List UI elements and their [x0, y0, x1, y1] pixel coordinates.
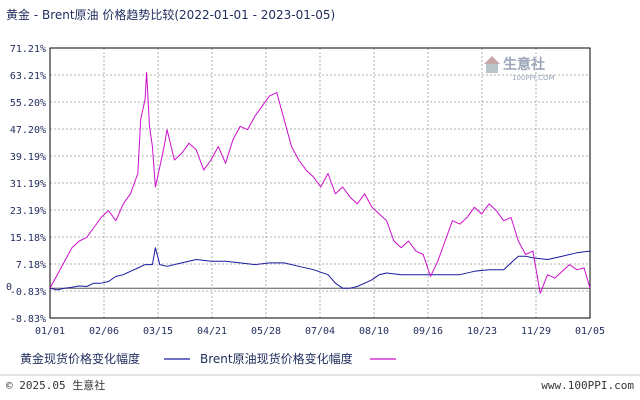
chart-title: 黄金 - Brent原油 价格趋势比较(2022-01-01 - 2023-01… [6, 8, 336, 22]
y-tick-label: 55.20% [10, 98, 46, 109]
y-tick-label: 7.18% [16, 260, 46, 271]
watermark-url: 100PPI.COM [512, 74, 555, 82]
x-tick-label: 01/01 [35, 326, 65, 337]
grid [50, 48, 590, 318]
y-tick-label: 39.19% [10, 152, 46, 163]
y-tick-label: -0.83% [10, 287, 46, 298]
legend: 黄金现货价格变化幅度 Brent原油现货价格变化幅度 [20, 351, 396, 366]
series-line-brent [49, 71, 591, 294]
y-tick-label: 31.19% [10, 179, 46, 190]
watermark-house-body [486, 64, 498, 73]
series-line-gold [49, 247, 591, 291]
y-tick-label: 63.21% [10, 71, 46, 82]
x-tick-label: 10/23 [467, 326, 497, 337]
x-tick-label: 08/10 [359, 326, 389, 337]
watermark-name: 生意社 [503, 56, 545, 73]
x-tick-label: 11/29 [521, 326, 551, 337]
y-tick-label: 15.18% [10, 233, 46, 244]
x-axis: 01/01 02/06 03/15 04/21 05/28 07/04 08/10 09/16… [35, 326, 605, 337]
x-tick-label: 07/04 [305, 326, 335, 337]
footer-copyright: © 2025.05 生意社 [6, 378, 105, 392]
y-tick-label: 47.20% [10, 125, 46, 136]
footer-url: www.100PPI.com [541, 379, 634, 392]
series-lines [49, 71, 591, 294]
legend-label-brent: Brent原油现货价格变化幅度 [200, 351, 353, 366]
x-tick-label: 01/05 [575, 326, 605, 337]
x-tick-label: 03/15 [143, 326, 173, 337]
x-tick-label: 04/21 [197, 326, 227, 337]
x-tick-label: 02/06 [89, 326, 119, 337]
y-tick-label: 71.21% [10, 44, 46, 55]
x-tick-label: 09/16 [413, 326, 443, 337]
y-tick-label: 23.19% [10, 206, 46, 217]
y-tick-label: -8.83% [10, 314, 46, 325]
watermark-house-icon [484, 56, 500, 64]
y-axis: 71.21% 63.21% 55.20% 47.20% 39.19% 31.19% 23.1… [6, 44, 46, 325]
zero-label: 0 [6, 282, 12, 293]
x-tick-label: 05/28 [251, 326, 281, 337]
legend-label-gold: 黄金现货价格变化幅度 [20, 351, 140, 366]
plot-area [49, 47, 591, 319]
watermark-logo: 生意社 100PPI.COM [484, 56, 555, 82]
